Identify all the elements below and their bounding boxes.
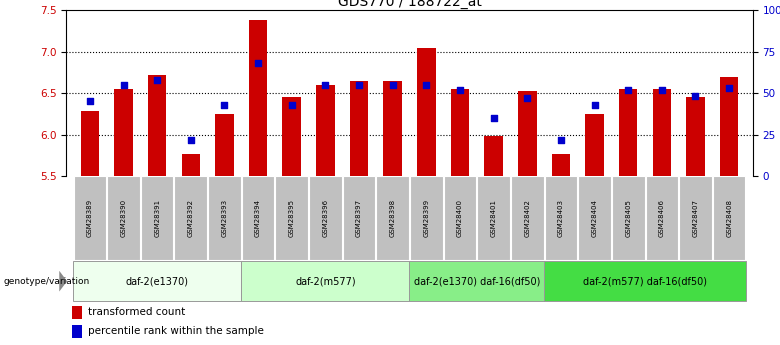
Bar: [72, 325, 82, 337]
Point: [218, 102, 231, 108]
Bar: [309, 176, 342, 260]
Bar: [646, 176, 678, 260]
Bar: [619, 89, 637, 176]
Text: daf-2(m577): daf-2(m577): [295, 276, 356, 286]
Bar: [451, 89, 470, 176]
Bar: [686, 97, 705, 176]
Bar: [114, 89, 133, 176]
Text: GSM28401: GSM28401: [491, 199, 497, 237]
Text: GSM28391: GSM28391: [154, 199, 160, 237]
Text: GSM28399: GSM28399: [424, 199, 429, 237]
Bar: [342, 176, 375, 260]
Point: [151, 77, 163, 83]
Bar: [653, 89, 671, 176]
Bar: [511, 176, 544, 260]
Bar: [679, 176, 712, 260]
Point: [488, 115, 500, 121]
Text: GSM28402: GSM28402: [524, 199, 530, 237]
Text: daf-2(e1370): daf-2(e1370): [126, 276, 189, 286]
Point: [454, 87, 466, 92]
Bar: [578, 176, 611, 260]
Bar: [72, 306, 82, 318]
Bar: [544, 176, 577, 260]
Title: GDS770 / 188722_at: GDS770 / 188722_at: [338, 0, 481, 9]
Point: [420, 82, 433, 88]
Text: percentile rank within the sample: percentile rank within the sample: [88, 326, 264, 336]
Point: [185, 137, 197, 142]
Bar: [215, 114, 234, 176]
Bar: [518, 91, 537, 176]
Bar: [417, 48, 435, 176]
Bar: [182, 154, 200, 176]
Bar: [148, 75, 166, 176]
Point: [353, 82, 365, 88]
Bar: [241, 261, 410, 301]
Point: [386, 82, 399, 88]
Text: GSM28400: GSM28400: [457, 199, 463, 237]
Point: [285, 102, 298, 108]
Bar: [141, 176, 173, 260]
Text: GSM28395: GSM28395: [289, 199, 295, 237]
Text: GSM28403: GSM28403: [558, 199, 564, 237]
Bar: [249, 20, 268, 176]
Point: [319, 82, 332, 88]
Text: GSM28393: GSM28393: [222, 199, 228, 237]
Text: GSM28406: GSM28406: [659, 199, 665, 237]
Text: GSM28396: GSM28396: [322, 199, 328, 237]
Bar: [612, 176, 644, 260]
Point: [588, 102, 601, 108]
Bar: [551, 154, 570, 176]
Text: GSM28408: GSM28408: [726, 199, 732, 237]
Bar: [384, 81, 402, 176]
Point: [252, 61, 264, 66]
Text: GSM28397: GSM28397: [356, 199, 362, 237]
Bar: [282, 97, 301, 176]
Point: [555, 137, 567, 142]
Bar: [410, 176, 442, 260]
Bar: [349, 81, 368, 176]
Point: [622, 87, 634, 92]
Bar: [107, 176, 140, 260]
Bar: [713, 176, 746, 260]
Bar: [208, 176, 241, 260]
Text: daf-2(e1370) daf-16(df50): daf-2(e1370) daf-16(df50): [413, 276, 540, 286]
Bar: [585, 114, 604, 176]
Point: [83, 99, 96, 104]
Text: GSM28405: GSM28405: [626, 199, 631, 237]
Text: daf-2(m577) daf-16(df50): daf-2(m577) daf-16(df50): [583, 276, 707, 286]
Text: GSM28404: GSM28404: [591, 199, 597, 237]
Bar: [175, 176, 207, 260]
Bar: [377, 176, 409, 260]
Text: GSM28392: GSM28392: [188, 199, 193, 237]
Point: [723, 86, 736, 91]
Point: [521, 95, 534, 101]
Bar: [316, 85, 335, 176]
Bar: [477, 176, 510, 260]
Polygon shape: [59, 271, 67, 292]
Bar: [444, 176, 477, 260]
Bar: [720, 77, 739, 176]
Text: GSM28394: GSM28394: [255, 199, 261, 237]
Text: GSM28398: GSM28398: [390, 199, 395, 237]
Bar: [275, 176, 308, 260]
Bar: [242, 176, 275, 260]
Bar: [544, 261, 746, 301]
Bar: [410, 261, 544, 301]
Text: transformed count: transformed count: [88, 307, 186, 317]
Point: [690, 94, 702, 99]
Bar: [73, 176, 106, 260]
Bar: [80, 111, 99, 176]
Text: GSM28407: GSM28407: [693, 199, 699, 237]
Bar: [484, 136, 503, 176]
Point: [656, 87, 668, 92]
Text: GSM28390: GSM28390: [120, 199, 126, 237]
Point: [117, 82, 129, 88]
Text: genotype/variation: genotype/variation: [4, 277, 90, 286]
Text: GSM28389: GSM28389: [87, 199, 93, 237]
Bar: [73, 261, 241, 301]
